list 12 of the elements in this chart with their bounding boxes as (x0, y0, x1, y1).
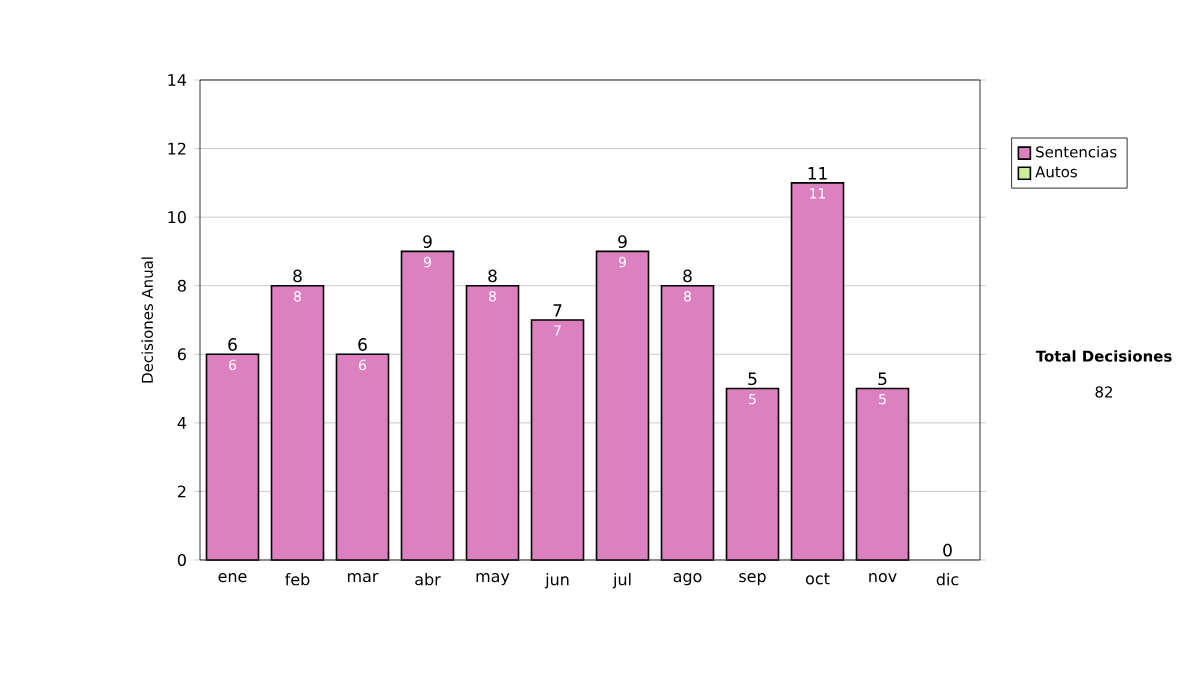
total-label: 6 (228, 338, 237, 351)
total-label: 8 (683, 269, 692, 283)
total-label: 9 (618, 235, 627, 249)
total-label: 9 (423, 235, 432, 249)
total-label: 5 (878, 372, 887, 386)
total-label: 8 (293, 269, 302, 283)
total-label: 5 (748, 372, 757, 386)
total-label: 8 (488, 269, 497, 283)
total-label: 6 (358, 338, 367, 351)
total-label: 0 (943, 543, 952, 557)
total-label: 7 (553, 304, 562, 317)
total-label: 11 (808, 167, 827, 180)
